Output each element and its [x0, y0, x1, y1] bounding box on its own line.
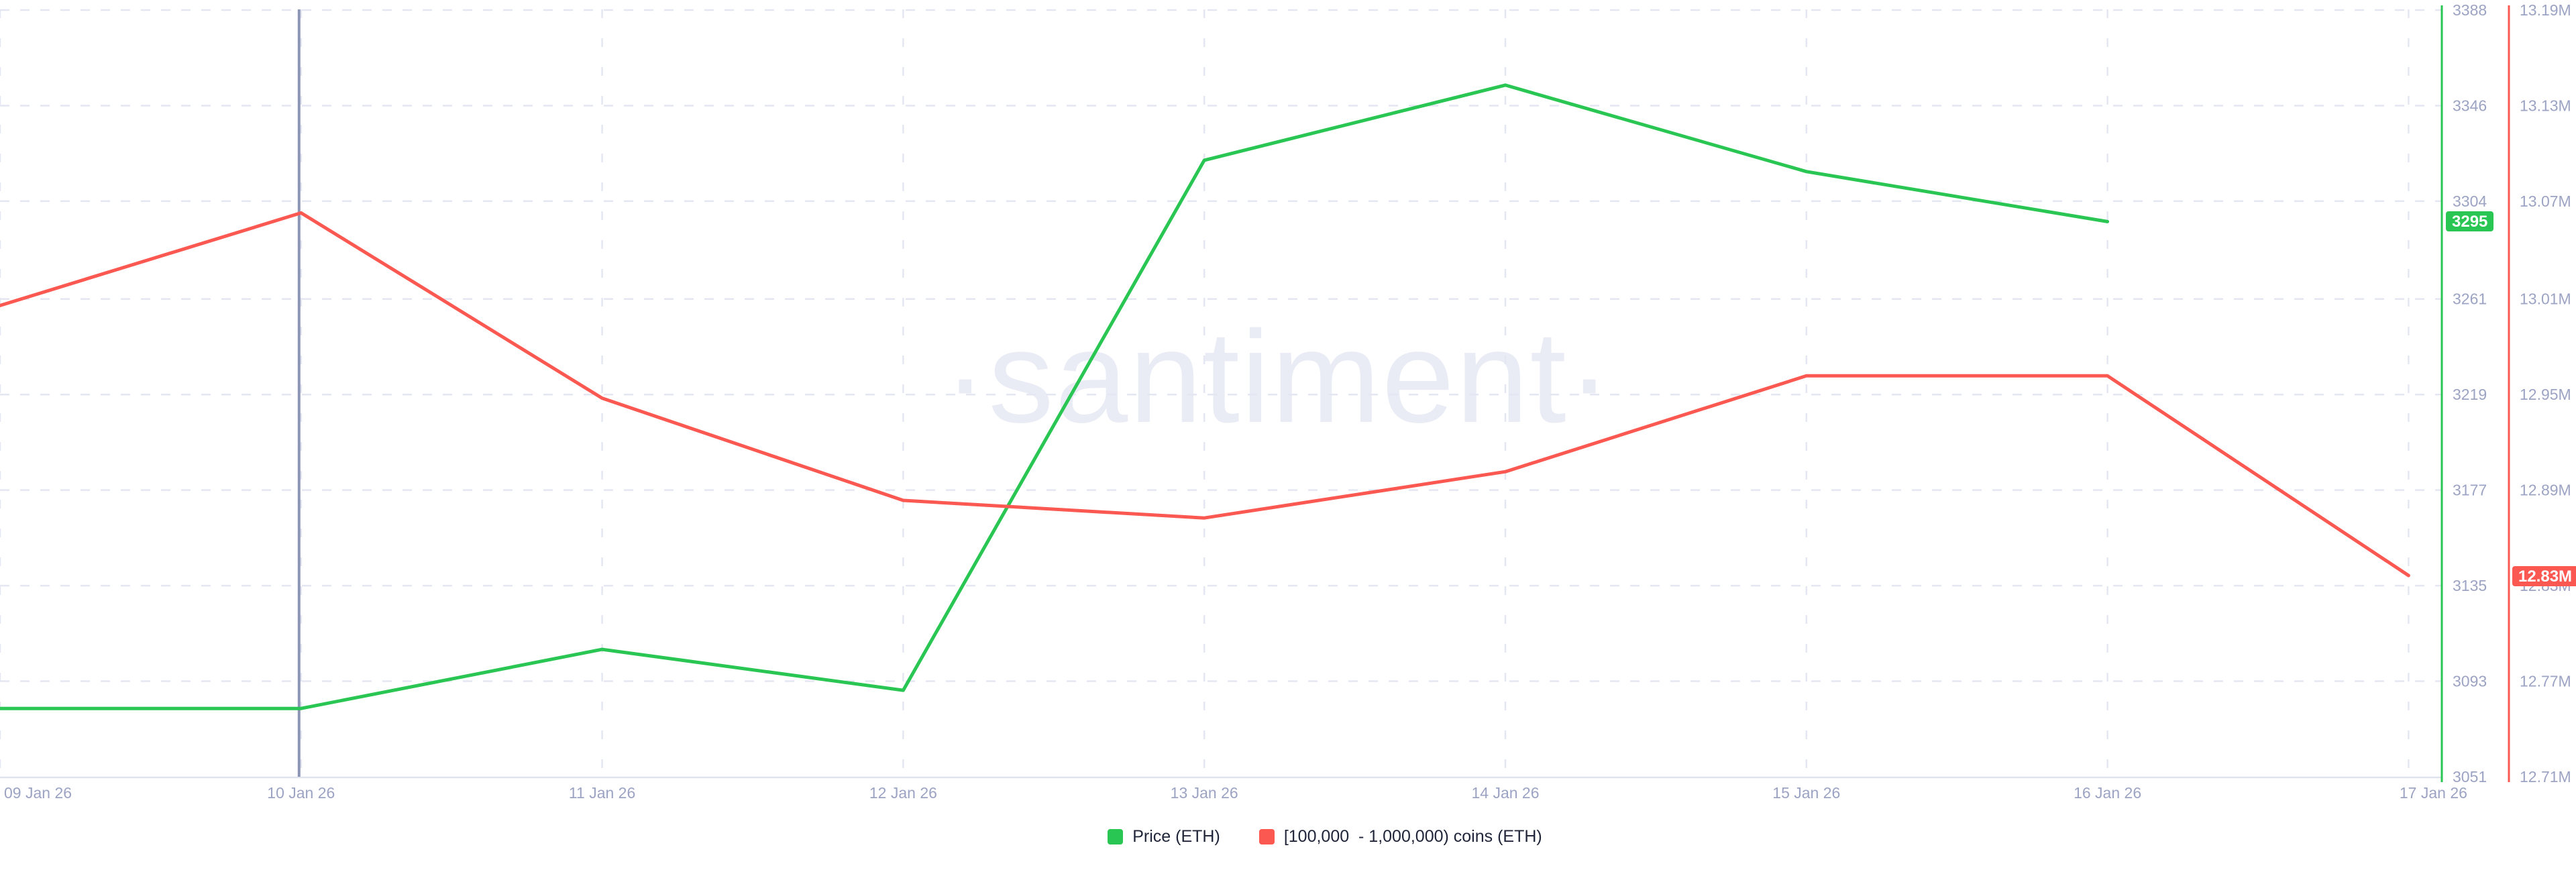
price-axis-tick-label: 3135 [2453, 577, 2487, 594]
price-axis-tick-label: 3093 [2453, 673, 2487, 690]
x-axis-date-label: 15 Jan 26 [1772, 784, 1840, 802]
price-axis-tick-label: 3261 [2453, 290, 2487, 308]
legend: Price (ETH) [100,000 - 1,000,000) coins … [74, 827, 2576, 847]
price-series-swatch [1108, 829, 1124, 844]
price-line-series [0, 83, 2110, 710]
supply-axis-tick-label: 12.95M [2520, 386, 2571, 403]
supply-axis-tick-label: 13.13M [2520, 97, 2571, 114]
x-axis-date-label: 10 Jan 26 [267, 784, 335, 802]
supply-axis-tick-label: 13.19M [2520, 1, 2571, 19]
x-axis-date-label: 16 Jan 26 [2074, 784, 2141, 802]
supply-axis-tick-label: 12.89M [2520, 482, 2571, 499]
coins-series-swatch [1258, 829, 1275, 844]
x-axis-date-label: 09 Jan 26 [4, 784, 72, 802]
coins-series-label: [100,000 - 1,000,000) coins (ETH) [1283, 827, 1542, 846]
supply-last-value-badge: 12.83M [2512, 566, 2576, 586]
legend-item-coins[interactable]: [100,000 - 1,000,000) coins (ETH) [1258, 827, 1542, 847]
price-axis-tick-label: 3177 [2453, 482, 2487, 499]
x-axis-date-label: 13 Jan 26 [1171, 784, 1238, 802]
price-series-label: Price (ETH) [1132, 827, 1220, 846]
price-axis-tick-label: 3051 [2453, 768, 2487, 785]
x-axis-date-label: 17 Jan 26 [2400, 784, 2467, 802]
supply-axis-tick-label: 12.71M [2520, 768, 2571, 785]
price-axis-tick-label: 3346 [2453, 97, 2487, 114]
supply-axis-tick-label: 13.07M [2520, 193, 2571, 210]
legend-item-price[interactable]: Price (ETH) [1108, 827, 1220, 847]
supply-axis-tick-label: 12.77M [2520, 673, 2571, 690]
price-axis-tick-label: 3219 [2453, 386, 2487, 403]
price-axis-tick-label: 3304 [2453, 193, 2487, 210]
supply-axis-tick-label: 13.01M [2520, 290, 2571, 308]
coins-line-series [0, 211, 2410, 578]
x-axis-date-label: 14 Jan 26 [1471, 784, 1539, 802]
price-last-value-badge: 3295 [2446, 211, 2494, 231]
x-axis-date-label: 12 Jan 26 [869, 784, 937, 802]
price-axis-tick-label: 3388 [2453, 1, 2487, 19]
x-axis-date-label: 11 Jan 26 [569, 784, 635, 802]
